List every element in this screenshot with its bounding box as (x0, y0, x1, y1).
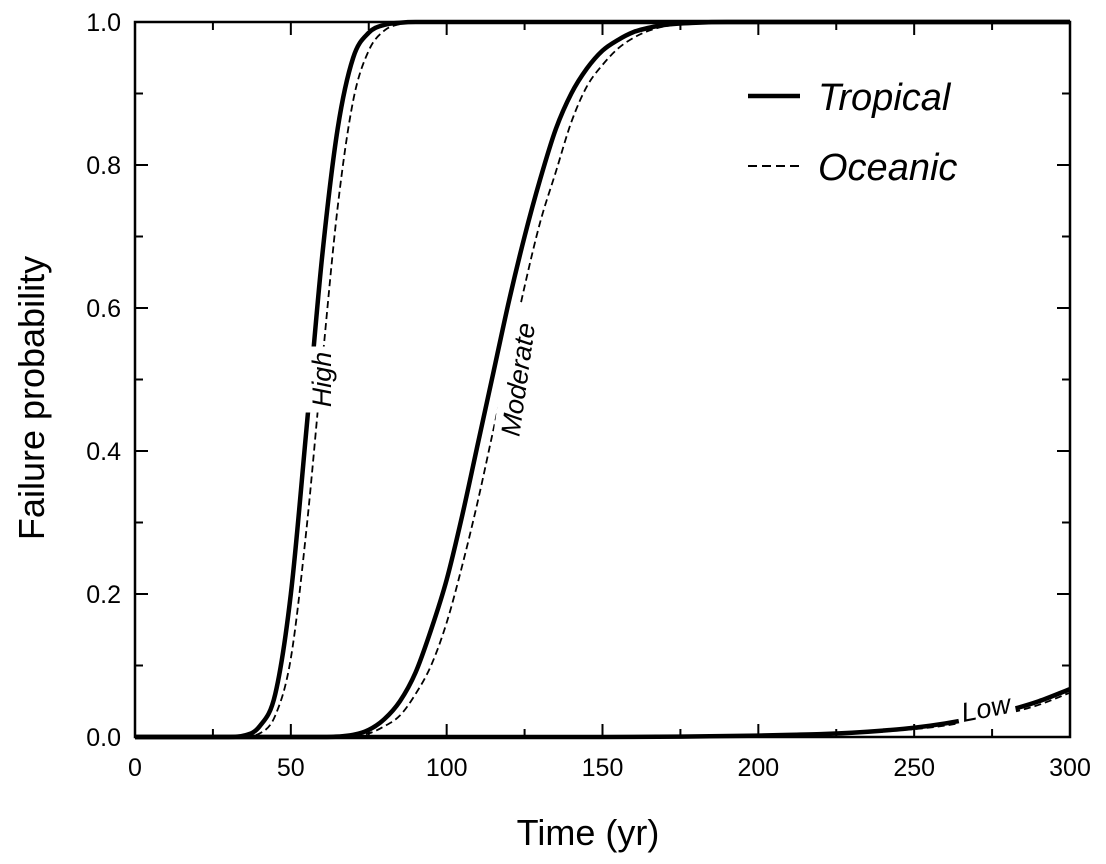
plot-frame (133, 20, 1072, 739)
curve-label-mask (305, 346, 339, 413)
legend-label-tropical: Tropical (818, 77, 952, 119)
axis-ticks (134, 21, 1071, 738)
x-tick-label: 100 (426, 754, 468, 782)
y-tick-label: 1.0 (86, 9, 121, 37)
curve-label-low: Low (959, 689, 1015, 728)
x-tick-label: 250 (893, 754, 935, 782)
x-tick-label: 300 (1049, 754, 1091, 782)
y-tick-label: 0.4 (86, 438, 121, 466)
x-tick-label: 50 (277, 754, 305, 782)
x-axis-title: Time (yr) (517, 812, 660, 853)
x-tick-label: 0 (128, 754, 142, 782)
series-line-oceanic-high (135, 21, 1070, 738)
series-line-tropical-moderate (135, 19, 1070, 740)
curve-label-mask (954, 687, 1018, 730)
y-tick-label: 0.2 (86, 581, 121, 609)
x-tick-label: 200 (737, 754, 779, 782)
y-tick-label: 0.0 (86, 724, 121, 752)
series-line-oceanic-moderate (135, 21, 1070, 738)
curve-label-masks (305, 303, 1018, 730)
curve-label-high: High (307, 352, 337, 408)
y-tick-label: 0.8 (86, 152, 121, 180)
y-tick-label: 0.6 (86, 295, 121, 323)
series-line-tropical-high (135, 19, 1070, 740)
curves-layer (135, 19, 1071, 740)
legend-label-oceanic: Oceanic (818, 147, 957, 189)
x-tick-label: 150 (582, 754, 624, 782)
curve-label-mask (491, 303, 546, 456)
axis-tick-labels: 0 50 100 150 200 250 300 0.0 0.2 0.4 0.6 0.8 1.0 (86, 9, 1091, 782)
y-axis-title: Failure probability (11, 256, 52, 540)
legend: Tropical Oceanic (748, 77, 957, 189)
